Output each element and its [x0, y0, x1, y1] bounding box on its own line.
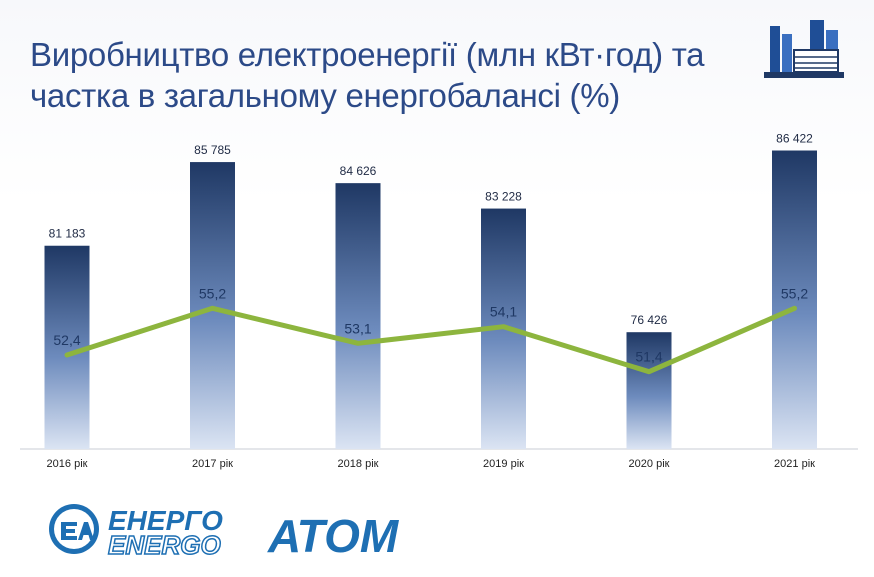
bar-1: [190, 162, 235, 449]
share-value-label-3: 54,1: [490, 304, 517, 320]
bar-value-label-5: 86 422: [776, 132, 813, 146]
logo-text-main: АТОМ: [267, 510, 400, 560]
bar-value-label-3: 83 228: [485, 190, 522, 204]
share-value-label-4: 51,4: [635, 349, 662, 365]
bar-value-label-2: 84 626: [340, 164, 377, 178]
bar-2: [335, 183, 381, 449]
title-line-2: частка в загальному енергобалансі (%): [30, 77, 620, 114]
power-plant-icon: [764, 20, 844, 78]
share-line: [64, 305, 797, 375]
share-value-label-5: 55,2: [781, 285, 808, 301]
x-tick-label-1: 2017 рік: [192, 458, 233, 470]
x-tick-label-2: 2018 рік: [338, 458, 379, 470]
title-line-1: Виробництво електроенергії (млн кВт·год)…: [30, 36, 705, 73]
bar-0: [44, 245, 90, 449]
x-tick-label-4: 2020 рік: [629, 458, 670, 470]
logo-text-bottom: ENERGO: [108, 530, 221, 560]
bar-value-label-0: 81 183: [49, 227, 86, 241]
bar-5: [772, 150, 817, 450]
share-value-label-2: 53,1: [344, 320, 371, 336]
energoatom-logo: ЕНЕРГО ENERGO АТОМ: [46, 500, 446, 562]
share-value-label-0: 52,4: [53, 332, 80, 348]
bar-4: [626, 332, 672, 449]
share-value-label-1: 55,2: [199, 285, 226, 301]
logo-text-top: ЕНЕРГО: [108, 505, 223, 536]
bar-value-label-1: 85 785: [194, 143, 231, 157]
chart-title: Виробництво електроенергії (млн кВт·год)…: [30, 34, 750, 116]
x-tick-label-0: 2016 рік: [47, 458, 88, 470]
bar-value-label-4: 76 426: [631, 313, 668, 327]
x-tick-label-5: 2021 рік: [774, 458, 815, 470]
x-tick-label-3: 2019 рік: [483, 458, 524, 470]
